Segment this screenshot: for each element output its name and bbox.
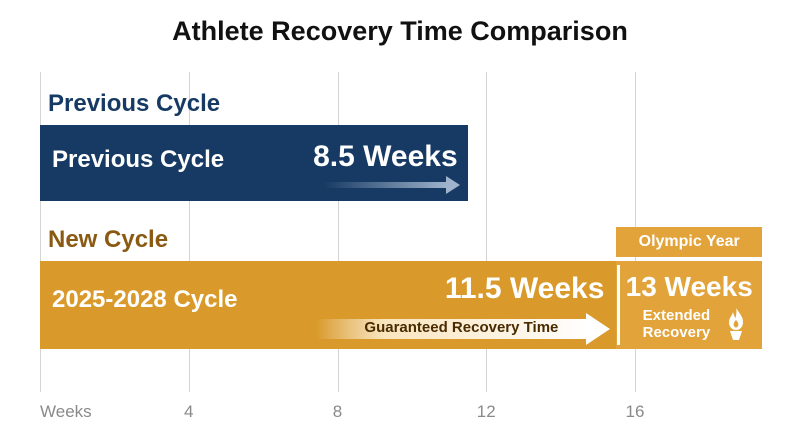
x-tick-label: 8 (332, 402, 343, 421)
extended-note-line1: Extended (642, 307, 711, 324)
extended-note-line2: Recovery (642, 324, 711, 341)
x-tick-label: 4 (184, 402, 194, 421)
previous-cycle-value-label: 8.5 Weeks (313, 140, 458, 173)
chart-title: Athlete Recovery Time Comparison (172, 16, 628, 46)
grid-line (188, 72, 190, 392)
x-tick-label: 16 (625, 402, 645, 421)
grid-line (40, 72, 41, 392)
guaranteed-recovery-annotation: Guaranteed Recovery Time (364, 319, 559, 336)
grid-line (486, 72, 488, 392)
olympic-year-tag: Olympic Year (616, 227, 762, 257)
arrow-icon (316, 313, 611, 345)
new-cycle-bar-label: 2025-2028 Cycle (52, 286, 238, 313)
x-tick-label: 12 (476, 402, 496, 421)
new-cycle-value-label: 11.5 Weeks (444, 272, 605, 305)
flame-torch-icon (729, 308, 743, 340)
arrow-icon (322, 176, 460, 194)
previous-cycle-bar (40, 125, 468, 201)
bar-divider (617, 265, 621, 345)
x-axis-unit-label: Weeks (40, 402, 92, 421)
previous-cycle-group-label: Previous Cycle (48, 90, 221, 117)
grid-line (337, 72, 339, 392)
new-cycle-group-label: New Cycle (48, 226, 169, 253)
extended-recovery-note: Extended Recovery (630, 307, 722, 341)
extended-value-label: 13 Weeks (625, 271, 753, 302)
previous-cycle-bar-label: Previous Cycle (52, 146, 225, 173)
